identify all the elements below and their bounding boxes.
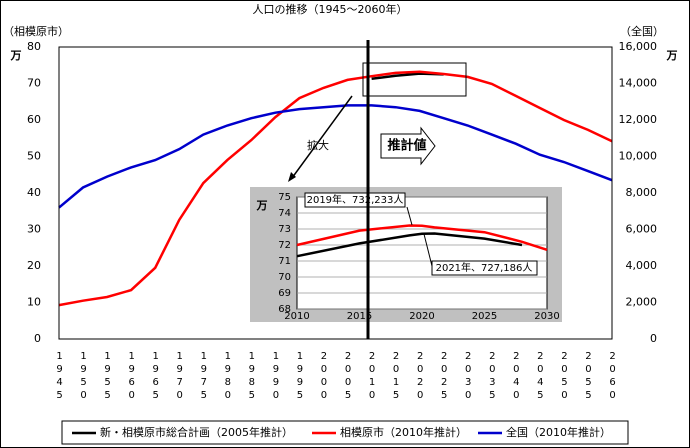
x-tick-label: 1945: [54, 351, 65, 403]
x-tick-label: 2010: [366, 351, 378, 403]
y-unit: 万: [256, 199, 268, 212]
y-tick-label: 69: [278, 288, 291, 299]
y2-tick-label: 8,000: [626, 186, 658, 199]
y-tick-label: 30: [27, 223, 41, 236]
chart-title: 人口の推移（1945～2060年）: [253, 2, 408, 16]
x-tick-label: 1950: [78, 351, 90, 403]
x-tick-label: 2030: [534, 311, 559, 322]
x-tick-label: 1970: [174, 351, 186, 403]
y-unit: 万: [10, 49, 22, 62]
annotation: 2019年、732,233人: [307, 193, 404, 206]
y2-unit: 万: [666, 49, 678, 62]
arrow-head: [288, 172, 296, 182]
x-tick-label: 1990: [270, 351, 282, 403]
y-tick-label: 75: [278, 192, 291, 203]
series-line: [58, 104, 613, 209]
y2-tick-label: 12,000: [619, 113, 658, 126]
y-tick-label: 70: [278, 272, 291, 283]
y-tick-label: 40: [27, 186, 41, 199]
x-tick-label: 1980: [222, 351, 234, 403]
y-tick-label: 71: [278, 256, 291, 267]
y2-tick-label: 16,000: [619, 40, 658, 53]
x-tick-label: 1960: [126, 351, 138, 403]
zoom-arrow: [291, 95, 353, 179]
callout: [406, 206, 413, 226]
x-tick-label: 1965: [150, 351, 162, 403]
x-tick-label: 2050: [558, 351, 570, 403]
y-tick-label: 60: [27, 113, 41, 126]
y2-tick-label: 6,000: [626, 223, 658, 236]
x-tick-label: 2005: [342, 351, 354, 403]
y-tick-label: 70: [27, 77, 41, 90]
y2-label: （全国）: [620, 24, 664, 38]
x-tick-label: 1995: [294, 351, 306, 403]
legend-label: 新・相模原市総合計画（2005年推計）: [100, 425, 293, 439]
y-tick-label: 10: [27, 296, 41, 309]
x-tick-label: 1985: [246, 351, 258, 403]
x-tick-label: 2000: [318, 351, 330, 403]
x-tick-label: 2010: [284, 311, 309, 322]
y-tick-label: 20: [27, 259, 41, 272]
series-line: [58, 70, 613, 307]
y-tick-label: 0: [34, 332, 41, 345]
y2-tick-label: 10,000: [619, 150, 658, 163]
x-tick-label: 2040: [510, 351, 522, 403]
zoom-box: [362, 62, 467, 97]
y-tick-label: 80: [27, 40, 41, 53]
y2-tick-label: 4,000: [626, 259, 658, 272]
legend-label: 全国（2010年推計）: [506, 425, 611, 439]
x-tick-label: 2045: [534, 351, 546, 403]
callout: [423, 233, 433, 267]
series-line: [296, 232, 523, 258]
x-tick-label: 2030: [462, 351, 474, 403]
x-tick-label: 1975: [198, 351, 210, 403]
callout-box: [431, 260, 538, 276]
x-tick-label: 2025: [438, 351, 450, 403]
x-tick-label: 2020: [409, 311, 434, 322]
x-tick-label: 2035: [486, 351, 498, 403]
y-tick-label: 74: [278, 208, 291, 219]
annotation: 推計値: [387, 138, 426, 154]
forecast-arrow: [380, 126, 436, 166]
x-tick-label: 2025: [472, 311, 497, 322]
legend-label: 相模原市（2010年推計）: [340, 425, 467, 439]
x-tick-label: 2020: [414, 351, 426, 403]
annotation: 拡大: [307, 138, 329, 152]
x-tick-label: 1955: [102, 351, 114, 403]
y-label: （相模原市）: [3, 24, 69, 38]
annotation: 2021年、727,186人: [436, 261, 533, 274]
y-tick-label: 50: [27, 150, 41, 163]
y2-tick-label: 0: [650, 332, 657, 345]
callout-box: [304, 192, 406, 208]
y-tick-label: 72: [278, 240, 291, 251]
inset-plot: [296, 196, 548, 310]
y2-tick-label: 2,000: [626, 296, 658, 309]
x-tick-label: 2015: [347, 311, 372, 322]
y2-tick-label: 14,000: [619, 77, 658, 90]
plot-frame: [58, 46, 613, 340]
x-tick-label: 2015: [390, 351, 402, 403]
y-tick-label: 68: [278, 304, 291, 315]
x-tick-label: 2060: [607, 351, 618, 403]
x-tick-label: 2055: [582, 351, 594, 403]
legend: [61, 420, 629, 445]
y-tick-label: 73: [278, 224, 291, 235]
